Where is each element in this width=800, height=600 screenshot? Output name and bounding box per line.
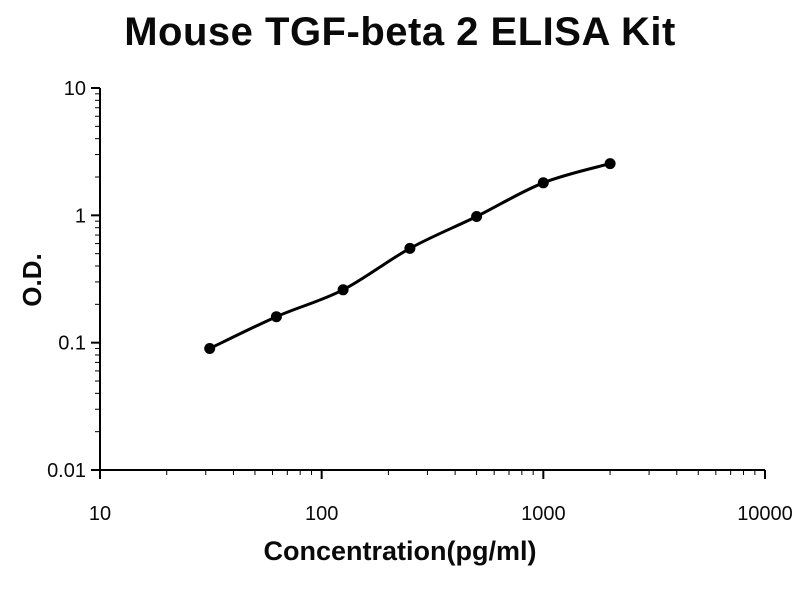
x-tick-label: 1000 [521,503,566,525]
data-point-marker [537,177,549,189]
x-tick-label: 10000 [737,503,793,525]
chart-title: Mouse TGF-beta 2 ELISA Kit [124,10,676,54]
y-tick-label: 10 [64,78,86,100]
y-tick-label: 0.1 [58,333,86,355]
x-axis-label: Concentration(pg/ml) [263,536,537,566]
data-point-marker [471,211,483,222]
data-point-marker [404,242,416,254]
data-point-marker [604,158,616,170]
standard-curve-line [208,162,612,350]
y-tick-label: 1 [75,205,86,227]
data-point-marker [270,311,282,323]
x-tick-label: 10 [89,503,111,525]
y-tick-label: 0.01 [47,460,86,482]
data-point-marker [337,284,349,296]
x-tick-label: 100 [305,503,338,525]
data-point-marker [204,343,216,354]
